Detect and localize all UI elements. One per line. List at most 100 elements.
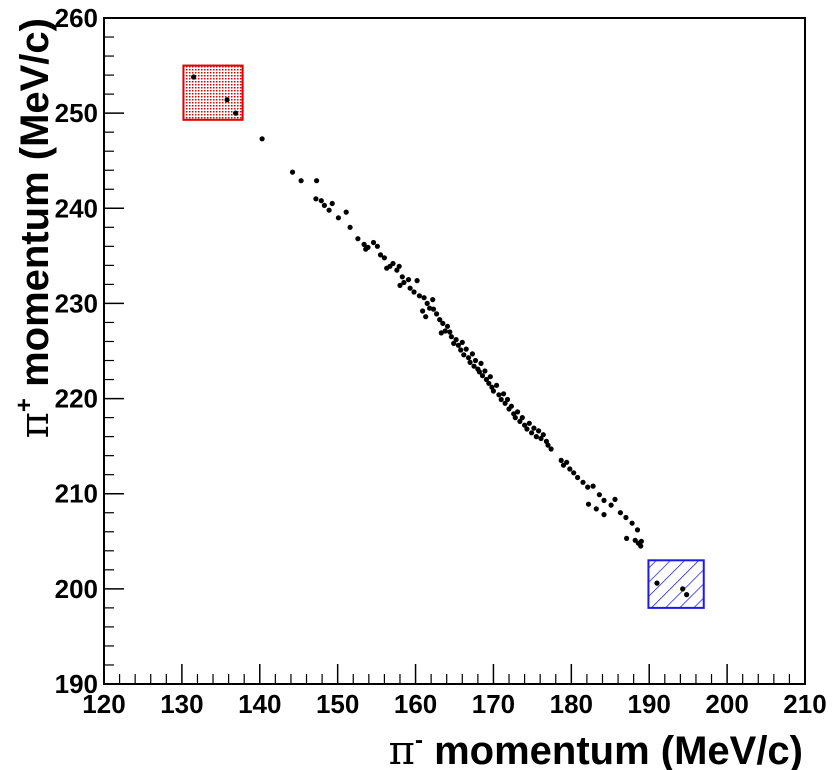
data-point [390,260,396,267]
data-point [458,347,464,353]
data-point [233,110,239,116]
data-point [405,277,412,283]
data-point [487,374,493,380]
plot-frame [103,17,806,685]
data-point [318,198,324,204]
data-point [512,415,518,421]
data-point [531,425,537,431]
data-point [533,434,539,440]
y-tick-label: 230 [55,288,98,318]
data-point [461,352,467,358]
data-point [623,514,629,521]
data-point [394,267,400,273]
data-point [519,415,525,421]
data-point [548,446,554,452]
data-point [634,527,641,533]
data-point [434,311,440,317]
x-tick-label: 120 [82,689,125,719]
data-point [540,432,546,438]
data-point [377,252,384,258]
data-point [430,297,436,303]
data-point [482,368,488,374]
data-point [347,224,353,230]
data-point [680,586,686,592]
data-point [601,497,607,503]
data-point [571,470,577,476]
data-point [453,337,459,343]
data-point [575,474,581,481]
data-point [490,388,496,394]
data-point [638,538,645,544]
data-point [420,308,426,314]
data-point [593,506,599,512]
data-point [545,442,551,448]
y-tick-label: 250 [55,98,98,128]
data-point [313,196,319,202]
x-axis-title: π- momentum (MeV/c) [389,727,803,770]
data-point [478,360,484,366]
data-point [638,543,644,549]
y-tick-label: 210 [55,479,98,509]
data-point [370,239,377,246]
y-tick-label: 220 [55,384,98,414]
data-point [329,200,335,207]
data-point [471,363,477,369]
data-point [590,483,596,489]
data-point [504,396,511,403]
data-point [580,479,586,485]
data-point [444,323,451,329]
x-tick-label: 170 [472,689,515,719]
data-point [191,74,197,80]
x-tick-label: 140 [238,689,281,719]
data-point [440,320,446,326]
data-point [502,400,508,406]
data-point [335,215,341,221]
x-tick-label: 210 [783,689,826,719]
data-point [567,466,573,472]
data-point [381,255,387,261]
data-point [654,580,660,586]
data-point [374,243,380,249]
data-point [538,435,544,442]
y-tick-label: 200 [55,574,98,604]
x-tick-label: 190 [628,689,671,719]
data-point [424,300,430,306]
data-point [612,496,618,502]
data-point [224,97,230,103]
data-point [463,346,469,352]
data-point [526,420,532,426]
data-point [465,355,472,361]
data-point [472,357,479,364]
data-point [289,169,296,175]
data-point [396,263,402,269]
data-point [442,328,448,334]
x-tick-label: 160 [394,689,437,719]
data-point [407,285,413,291]
data-point [397,282,403,288]
data-point [401,279,407,286]
data-point [321,202,327,208]
data-point [414,278,420,284]
data-point [448,334,454,340]
data-point [524,426,530,432]
data-point [479,373,486,379]
data-point [399,274,405,280]
data-point [596,492,603,498]
data-point [564,459,570,465]
x-tick-label: 130 [160,689,203,719]
data-point [629,520,635,526]
x-tick-label: 180 [550,689,593,719]
highlight-regions [182,64,705,609]
data-point [427,305,433,311]
data-points [191,74,690,598]
data-point [515,409,521,415]
data-point [498,396,504,403]
data-point [486,380,492,386]
data-point [522,422,528,428]
data-point [601,511,607,518]
data-point [411,289,417,295]
data-point [467,359,473,365]
data-point [459,339,465,345]
data-point [259,136,265,142]
